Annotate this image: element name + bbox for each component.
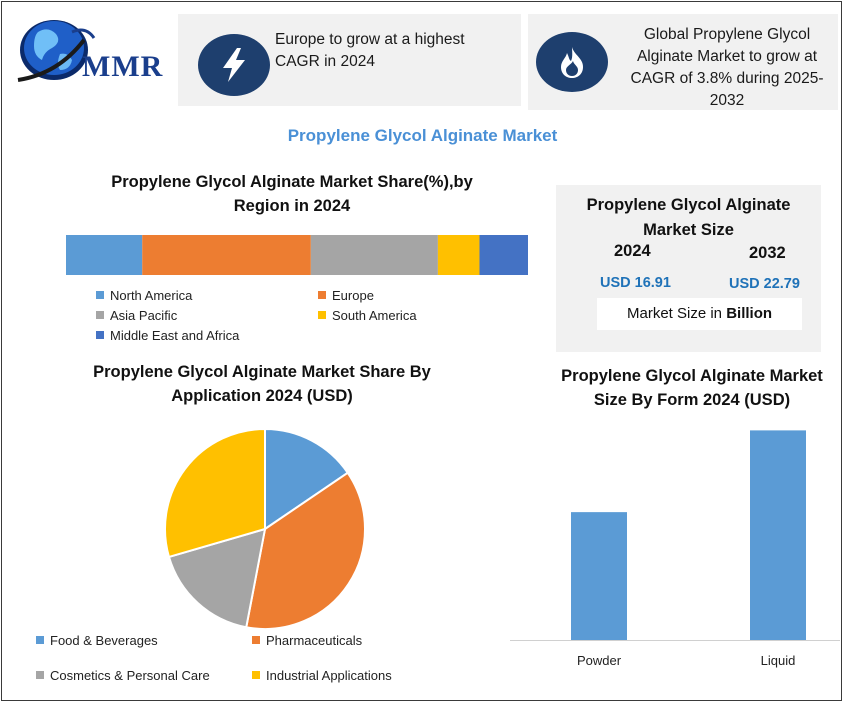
application-legend-item: Pharmaceuticals — [252, 633, 362, 648]
highlight-card-europe: Europe to grow at a highest CAGR in 2024 — [178, 14, 521, 106]
globe-icon — [17, 20, 96, 82]
highlight-line: Global Propylene Glycol — [643, 26, 811, 43]
legend-swatch — [252, 671, 260, 679]
value-end: USD 22.79 — [729, 276, 800, 292]
logo-text: MMR — [82, 50, 164, 83]
region-segment-4 — [479, 235, 528, 275]
application-legend-item: Cosmetics & Personal Care — [36, 668, 210, 683]
region-segment-1 — [142, 235, 311, 275]
legend-swatch — [96, 331, 104, 339]
main-title: Propylene Glycol Alginate Market — [287, 126, 558, 145]
legend-label: North America — [110, 288, 193, 303]
legend-swatch — [318, 311, 326, 319]
legend-label: Pharmaceuticals — [266, 633, 363, 648]
market-size-title: Propylene Glycol Alginate Market Size — [556, 193, 821, 243]
form-bar-chart — [510, 430, 840, 641]
title-line: Propylene Glycol Alginate Market Share(%… — [111, 173, 473, 191]
legend-swatch — [96, 291, 104, 299]
x-tick-label: Powder — [576, 653, 622, 668]
year-start: 2024 — [614, 242, 651, 260]
year-end: 2032 — [749, 244, 786, 262]
highlight-line: CAGR of 3.8% during 2025- — [630, 70, 824, 87]
application-legend-item: Food & Beverages — [36, 633, 158, 648]
highlight-line: Alginate Market to grow at — [636, 48, 818, 65]
title-line: Application 2024 (USD) — [171, 387, 353, 405]
market-size-card: Propylene Glycol Alginate Market Size 20… — [556, 185, 821, 352]
title-line: Region in 2024 — [233, 197, 351, 215]
unit-prefix: Market Size in — [626, 305, 727, 322]
title-line: Propylene Glycol Alginate Market Share B… — [93, 363, 431, 381]
market-size-unit: Market Size in Billion — [597, 298, 802, 330]
pie-slice-0 — [264, 427, 350, 531]
lightning-icon — [198, 34, 270, 96]
highlight-line: 2032 — [709, 92, 745, 109]
region-legend-item: Middle East and Africa — [96, 328, 239, 343]
highlight-text-cagr: Global Propylene Glycol Alginate Market … — [618, 24, 836, 112]
form-chart-title: Propylene Glycol Alginate Market Size By… — [522, 364, 841, 412]
region-legend-item: South America — [318, 308, 417, 323]
region-chart-title: Propylene Glycol Alginate Market Share(%… — [62, 170, 522, 218]
region-segment-0 — [66, 235, 143, 275]
value-start: USD 16.91 — [600, 275, 671, 291]
title-line: Market Size — [643, 221, 734, 239]
form-bar-powder — [571, 512, 627, 640]
legend-label: Middle East and Africa — [110, 328, 240, 343]
highlight-line: CAGR in 2024 — [275, 53, 375, 70]
mmr-logo: MMR — [12, 10, 162, 90]
region-stacked-bar — [66, 235, 528, 275]
title-line: Size By Form 2024 (USD) — [593, 391, 791, 409]
application-chart-title: Propylene Glycol Alginate Market Share B… — [62, 360, 462, 408]
legend-label: Industrial Applications — [266, 668, 392, 683]
region-segment-2 — [310, 235, 438, 275]
legend-label: Food & Beverages — [50, 633, 158, 648]
legend-label: Europe — [332, 288, 374, 303]
highlight-card-cagr: Global Propylene Glycol Alginate Market … — [528, 14, 838, 110]
pie-slice-1 — [245, 471, 366, 630]
region-legend-item: North America — [96, 288, 192, 303]
application-pie-chart — [164, 427, 366, 630]
legend-swatch — [252, 636, 260, 644]
legend-label: Asia Pacific — [110, 308, 178, 323]
pie-slice-3 — [164, 427, 266, 559]
legend-swatch — [36, 636, 44, 644]
title-line: Propylene Glycol Alginate — [586, 196, 791, 214]
region-legend-item: Europe — [318, 288, 374, 303]
legend-label: South America — [332, 308, 417, 323]
region-legend-item: Asia Pacific — [96, 308, 177, 323]
legend-swatch — [96, 311, 104, 319]
legend-swatch — [36, 671, 44, 679]
unit-bold: Billion — [726, 305, 773, 322]
flame-icon — [536, 32, 608, 92]
application-legend-item: Industrial Applications — [252, 668, 392, 683]
pie-slice-2 — [167, 527, 267, 629]
highlight-line: Europe to grow at a highest — [275, 31, 465, 48]
legend-label: Cosmetics & Personal Care — [50, 668, 210, 683]
form-bar-liquid — [750, 430, 806, 640]
legend-swatch — [318, 291, 326, 299]
x-tick-label: Liquid — [760, 653, 796, 668]
region-segment-3 — [437, 235, 480, 275]
title-line: Propylene Glycol Alginate Market — [561, 367, 823, 385]
highlight-text-europe: Europe to grow at a highest CAGR in 2024 — [275, 29, 465, 73]
